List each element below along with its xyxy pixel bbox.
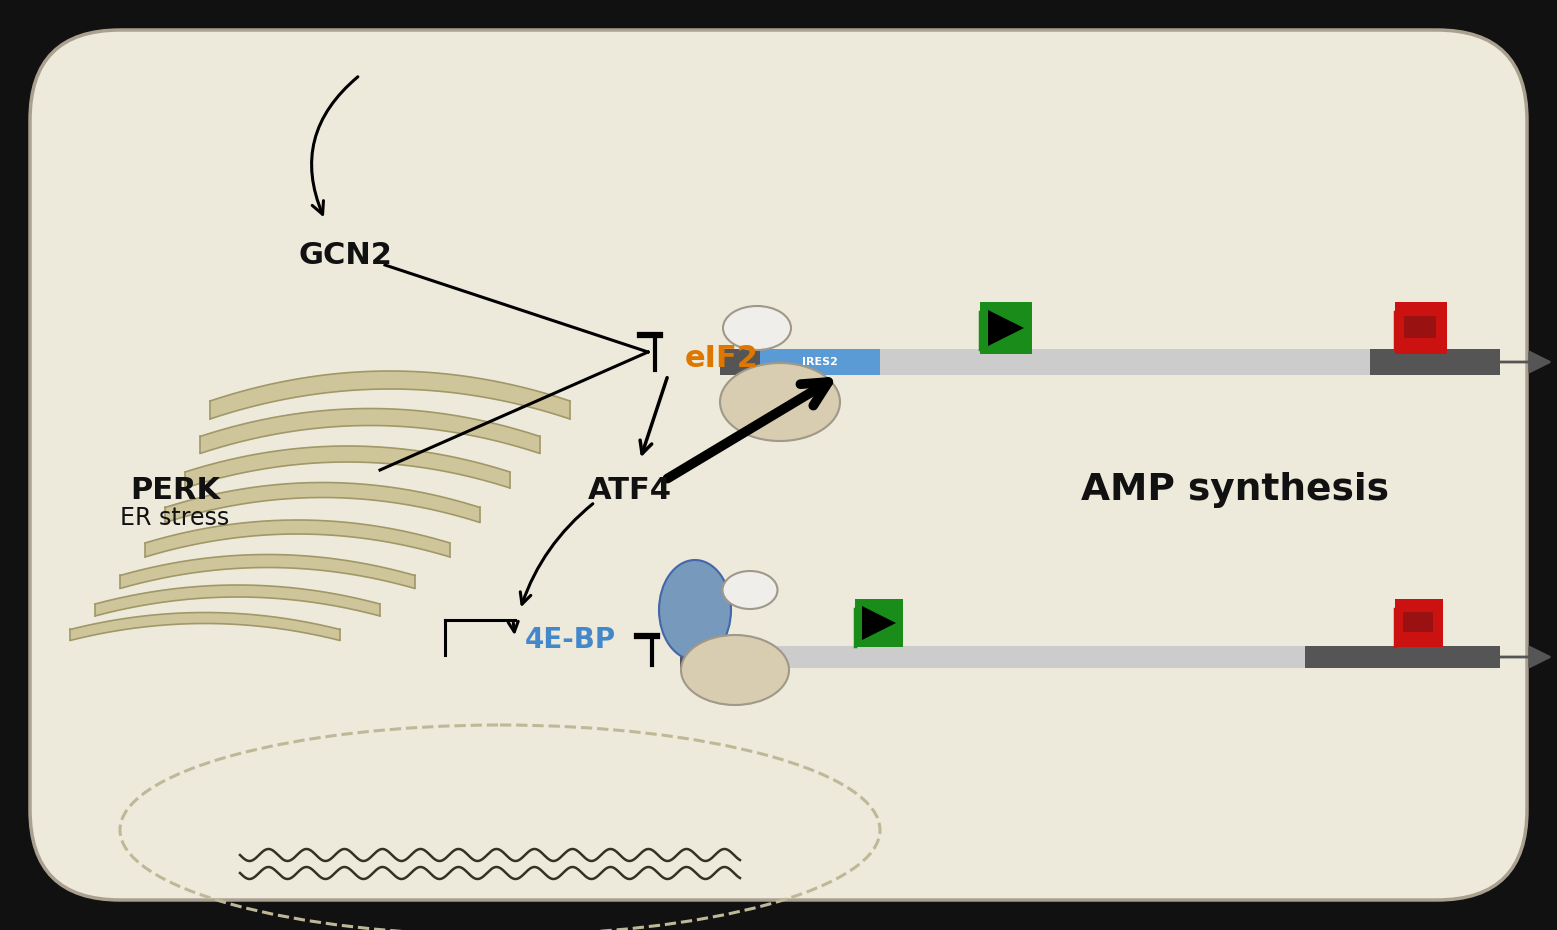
Text: PERK: PERK [129,475,220,504]
Polygon shape [145,520,450,557]
FancyBboxPatch shape [30,30,1527,900]
Bar [719,349,760,375]
Bar [1305,646,1499,668]
Polygon shape [199,408,540,454]
Bar [855,599,903,647]
Bar [979,302,1032,354]
Polygon shape [165,483,480,523]
Polygon shape [210,371,570,419]
Polygon shape [120,554,416,589]
Polygon shape [863,606,895,640]
Ellipse shape [680,635,789,705]
Ellipse shape [719,363,839,441]
Bar [1403,612,1432,632]
Text: ER stress: ER stress [120,506,229,530]
Text: AMP synthesis: AMP synthesis [1081,472,1389,508]
Bar [735,646,1305,668]
Polygon shape [95,585,380,616]
FancyArrowPatch shape [520,504,593,604]
Polygon shape [185,446,511,488]
Text: 4E-BP: 4E-BP [525,626,617,654]
FancyArrowPatch shape [668,382,828,479]
Ellipse shape [722,306,791,350]
FancyArrowPatch shape [640,378,666,454]
Bar [1395,599,1443,647]
Text: eIF2: eIF2 [685,343,758,373]
Bar [880,349,1370,375]
Bar [1395,302,1446,354]
Ellipse shape [659,560,730,660]
Polygon shape [989,310,1025,346]
Bar [680,646,735,668]
Text: IRES2: IRES2 [802,357,838,367]
Text: GCN2: GCN2 [297,241,392,270]
FancyArrowPatch shape [508,621,518,631]
Bar [1404,316,1436,338]
Text: ATF4: ATF4 [589,475,673,504]
FancyArrowPatch shape [311,77,358,214]
Bar [760,349,880,375]
Polygon shape [70,613,339,641]
Bar [1370,349,1499,375]
Ellipse shape [722,571,777,609]
